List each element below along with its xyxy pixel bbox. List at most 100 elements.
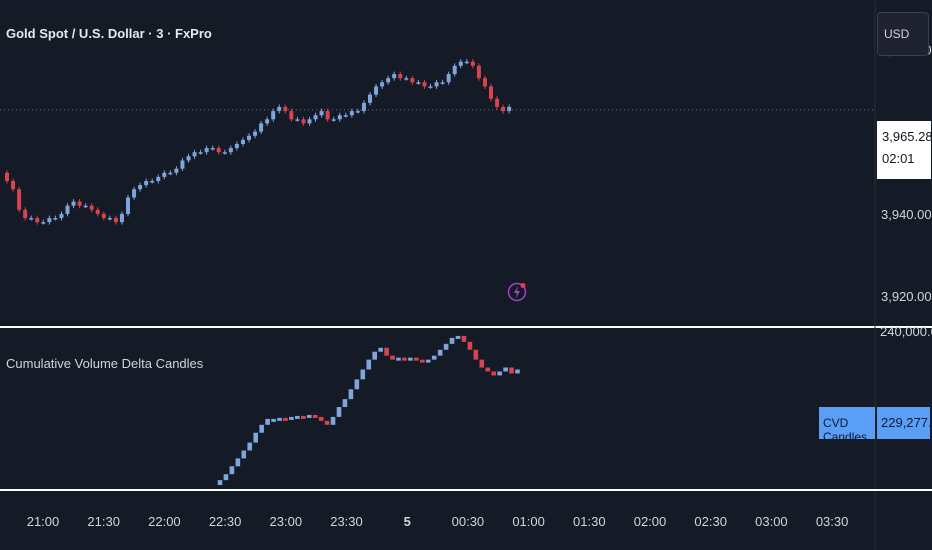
symbol-title[interactable]: Gold Spot / U.S. Dollar · 3 · FxPro <box>6 26 212 41</box>
cvd-candle <box>283 417 288 421</box>
price-candle <box>204 148 209 153</box>
price-candle <box>422 82 427 87</box>
price-candle <box>89 205 94 210</box>
price-axis-label: 3,940.00 <box>881 207 932 222</box>
price-candle <box>398 74 403 79</box>
cvd-candle <box>217 480 223 486</box>
price-candle <box>247 135 251 140</box>
price-candle <box>83 205 88 208</box>
price-candle <box>59 213 64 219</box>
cvd-candle <box>301 415 306 419</box>
cvd-candle <box>449 337 455 344</box>
cvd-candle <box>503 367 508 372</box>
cvd-candle <box>443 343 449 350</box>
price-candle <box>501 106 506 112</box>
price-candle <box>17 189 22 210</box>
price-candle <box>434 82 439 87</box>
price-candle <box>337 115 342 120</box>
time-axis-label: 23:00 <box>270 514 303 529</box>
price-candle <box>29 218 34 220</box>
cvd-candle <box>467 341 473 350</box>
time-axis-label: 5 <box>404 514 411 529</box>
price-candle <box>355 111 360 113</box>
cvd-candle <box>372 351 377 360</box>
price-candle <box>458 61 463 66</box>
cvd-candle <box>247 442 253 451</box>
time-axis-label: 21:30 <box>87 514 120 529</box>
cvd-candle <box>437 349 443 356</box>
price-candles <box>5 59 512 225</box>
price-candle <box>138 185 143 190</box>
lightning-icon[interactable] <box>507 282 527 302</box>
cvd-candle <box>312 414 318 418</box>
price-candle <box>168 172 173 175</box>
time-axis-label: 00:30 <box>452 514 485 529</box>
price-candle <box>452 65 457 75</box>
cvd-candle <box>360 369 366 380</box>
price-candle <box>325 111 330 120</box>
cvd-candle <box>354 379 360 390</box>
price-candle <box>307 119 312 124</box>
price-candle <box>289 111 294 120</box>
price-candle <box>150 181 155 183</box>
cvd-candle <box>241 450 247 459</box>
price-candle <box>476 65 481 79</box>
price-candle <box>416 82 421 84</box>
cvd-legend-label: CVD Candles <box>819 407 875 444</box>
cvd-candle <box>402 357 407 361</box>
indicator-title[interactable]: Cumulative Volume Delta Candles <box>6 356 204 371</box>
time-axis-label: 02:30 <box>694 514 727 529</box>
cvd-candle <box>229 466 235 475</box>
last-price-value: 3,965.28 <box>882 129 932 144</box>
cvd-candle <box>485 367 491 372</box>
cvd-candle <box>324 420 330 425</box>
cvd-candle <box>420 359 425 363</box>
price-candle <box>283 106 288 112</box>
price-candle <box>319 111 324 116</box>
cvd-candle <box>289 416 294 420</box>
currency-selector[interactable]: USD <box>877 12 929 56</box>
price-candle <box>71 201 76 206</box>
time-axis-label: 22:00 <box>148 514 181 529</box>
cvd-candle <box>461 335 467 342</box>
price-candle <box>313 115 318 120</box>
price-candle <box>180 160 185 169</box>
price-candle <box>119 213 124 223</box>
price-candle <box>198 152 203 154</box>
price-candle <box>11 181 16 190</box>
cvd-candle <box>265 418 270 425</box>
time-axis-label: 23:30 <box>330 514 363 529</box>
price-candle <box>265 119 270 124</box>
price-candle <box>380 82 385 87</box>
price-candle <box>107 218 112 220</box>
price-candle <box>410 78 415 83</box>
price-candle <box>65 205 70 214</box>
price-candle <box>186 156 191 161</box>
cvd-candle <box>509 367 514 374</box>
price-candle <box>386 78 391 83</box>
bar-countdown: 02:01 <box>882 151 915 166</box>
price-candle <box>253 131 258 136</box>
cvd-candle <box>390 355 395 360</box>
cvd-legend-value: 229,277.00 <box>877 407 932 439</box>
price-candle <box>482 78 487 87</box>
price-candle <box>174 168 179 173</box>
cvd-candle <box>277 417 282 421</box>
price-candle <box>222 152 227 154</box>
price-candle <box>440 82 445 84</box>
cvd-candle <box>306 414 312 418</box>
cvd-candle <box>384 347 389 356</box>
cvd-candle <box>497 371 502 376</box>
price-candle <box>331 119 336 121</box>
price-candle <box>53 218 58 220</box>
price-candle <box>5 172 9 182</box>
price-candle <box>77 201 82 206</box>
price-candle <box>95 209 100 214</box>
price-candle <box>361 102 366 112</box>
time-axis[interactable]: 21:00 21:30 22:00 22:30 23:00 23:30 5 00:30 01:0… <box>27 514 849 529</box>
price-candle <box>101 213 106 219</box>
price-candle <box>295 119 300 121</box>
cvd-candle <box>414 357 419 361</box>
cvd-candles <box>217 335 520 486</box>
